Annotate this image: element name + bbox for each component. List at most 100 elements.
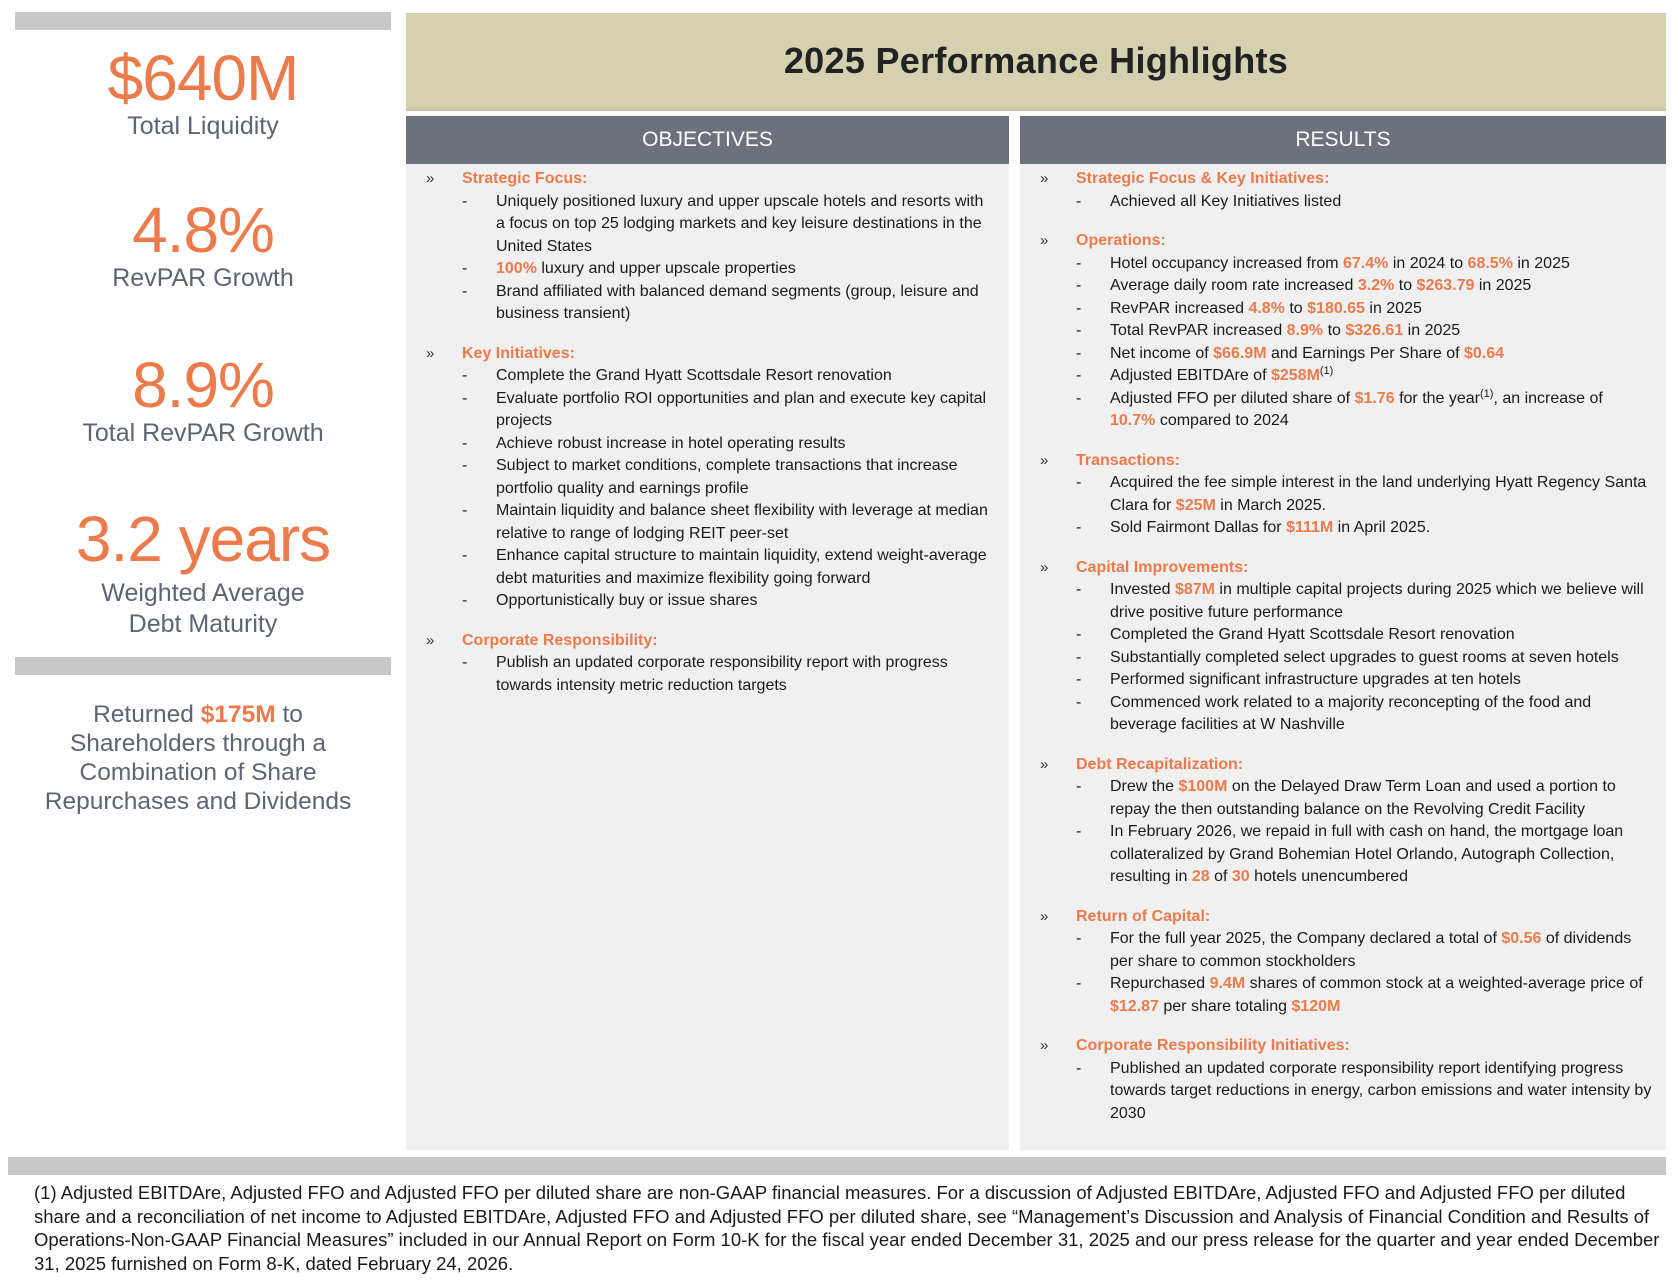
dash-icon: - [462, 192, 468, 210]
results-panel: » Strategic Focus & Key Initiatives: - Ach… [1020, 164, 1666, 1150]
chevron-icon: » [1040, 170, 1049, 187]
list-item: - RevPAR increased 4.8% to $180.65 in 202… [1020, 298, 1666, 321]
highlight-value: $0.56 [1501, 930, 1542, 947]
list-item: - Performed significant infrastructure up… [1020, 669, 1666, 692]
dash-icon: - [1076, 671, 1082, 688]
chevron-icon: » [1040, 755, 1049, 773]
list-item: - For the full year 2025, the Company dec… [1076, 930, 1632, 970]
page-title: 2025 Performance Highlights [783, 39, 1289, 81]
section-title: Return of Capital: [1076, 907, 1211, 925]
highlight-value: $263.79 [1416, 277, 1475, 294]
item-text: Maintain liquidity and balance sheet fle… [496, 502, 988, 542]
stat-value: $640M [107, 42, 300, 114]
dash-icon: - [1076, 474, 1082, 491]
results-header: RESULTS [1020, 116, 1666, 164]
objectives-panel: » Strategic Focus: - Uniquely positioned l… [406, 164, 1009, 1150]
objectives-header: OBJECTIVES [406, 116, 1009, 164]
footnote-ref: (1) [1319, 365, 1334, 377]
mid-left-divider [15, 657, 391, 675]
item-text: Opportunistically buy or issue shares [496, 592, 758, 609]
section-heading: » Return of Capital: [1020, 906, 1666, 929]
highlight-value: 30 [1231, 868, 1250, 885]
chevron-icon: » [426, 344, 435, 362]
results-debt-recapitalization: » Debt Recapitalization: - Drew the $100M … [1020, 754, 1666, 889]
item-text: Complete the Grand Hyatt Scottsdale Reso… [496, 367, 892, 384]
section-title: Strategic Focus & Key Initiatives: [1076, 170, 1330, 187]
section-title: Corporate Responsibility: [462, 631, 658, 649]
list-item: - Publish an updated corporate responsibi… [406, 652, 1009, 697]
item-text: Commenced work related to a majority rec… [1110, 693, 1592, 734]
chevron-icon: » [1040, 232, 1049, 249]
section-heading: » Strategic Focus: [406, 168, 1009, 191]
list-item: - Average daily room rate increased 3.2% … [1020, 275, 1666, 298]
chevron-icon: » [426, 631, 435, 649]
item-text: Achieve robust increase in hotel operati… [496, 434, 846, 452]
stat-total-revpar-growth: 8.9% Total RevPAR Growth [15, 353, 391, 448]
dash-icon: - [1076, 626, 1082, 643]
top-left-divider [15, 12, 391, 30]
section-heading: » Capital Improvements: [1020, 557, 1666, 580]
dash-icon: - [1076, 389, 1082, 407]
stat-debt-maturity: 3.2 years Weighted Average Debt Maturity [15, 507, 391, 639]
dash-icon: - [1076, 519, 1082, 536]
dash-icon: - [1076, 344, 1082, 362]
title-banner: 2025 Performance Highlights [406, 13, 1666, 111]
results-capital-improvements: » Capital Improvements: - Invested $87M in… [1020, 557, 1666, 737]
item-text: Brand affiliated with balanced demand se… [496, 282, 979, 323]
highlight-value: $120M [1291, 997, 1341, 1015]
section-heading: » Corporate Responsibility Initiatives: [1020, 1035, 1666, 1058]
item-text: Substantially completed select upgrades … [1110, 648, 1619, 666]
section-heading: » Transactions: [1020, 450, 1666, 473]
list-item: - Brand affiliated with balanced demand s… [406, 281, 1009, 326]
section-title: Corporate Responsibility Initiatives: [1076, 1037, 1350, 1054]
dash-icon: - [1076, 192, 1082, 210]
dash-icon: - [462, 282, 468, 300]
returned-text-tail: to Shareholders through a Combination of… [44, 701, 352, 815]
highlight-value: 9.4M [1209, 975, 1246, 992]
stat-total-liquidity: $640M Total Liquidity [15, 46, 391, 141]
highlight-value: $12.87 [1110, 997, 1159, 1015]
dash-icon: - [1076, 778, 1082, 795]
item-text: Evaluate portfolio ROI opportunities and… [496, 389, 987, 430]
list-item: - Substantially completed select upgrades… [1020, 647, 1666, 670]
list-item: - Sold Fairmont Dallas for $111M in April… [1020, 517, 1666, 540]
dash-icon: - [462, 260, 468, 277]
list-item: - Opportunistically buy or issue shares [406, 590, 1009, 613]
list-item: - Completed the Grand Hyatt Scottsdale Re… [1020, 624, 1666, 647]
list-item: - Acquired the fee simple interest in the… [1076, 474, 1647, 514]
highlight-value: 100% [496, 260, 537, 277]
dash-icon: - [1076, 254, 1082, 272]
list-item: - In February 2026, we repaid in full wit… [1076, 823, 1624, 885]
chevron-icon: » [1040, 558, 1049, 576]
objectives-key-initiatives: » Key Initiatives: - Complete the Grand Hy… [406, 343, 1009, 613]
dash-icon: - [1076, 823, 1082, 840]
footer-divider [8, 1157, 1666, 1175]
dash-icon: - [462, 367, 468, 384]
dash-icon: - [1076, 367, 1082, 384]
item-text: Achieved all Key Initiatives listed [1110, 192, 1342, 210]
list-item: - Published an updated corporate responsi… [1020, 1058, 1666, 1126]
dash-icon: - [1076, 975, 1082, 992]
results-transactions: » Transactions: - Acquired the fee simple … [1020, 450, 1666, 540]
list-item: - Adjusted FFO per diluted share of $1.76… [1076, 387, 1603, 429]
objectives-strategic-focus: » Strategic Focus: - Uniquely positioned l… [406, 168, 1009, 326]
section-heading: » Strategic Focus & Key Initiatives: [1020, 168, 1666, 191]
item-text: Enhance capital structure to maintain li… [496, 547, 987, 587]
list-item: - Achieved all Key Initiatives listed [1020, 191, 1666, 214]
section-heading: » Operations: [1020, 230, 1666, 253]
highlight-value: $25M [1175, 496, 1216, 514]
list-item: - Total RevPAR increased 8.9% to $326.61 … [1020, 320, 1666, 343]
objectives-corporate-responsibility: » Corporate Responsibility: - Publish an u… [406, 630, 1009, 698]
chevron-icon: » [1040, 907, 1049, 925]
section-heading: » Corporate Responsibility: [406, 630, 1009, 653]
stat-value: 8.9% [132, 349, 275, 421]
results-corporate-responsibility: » Corporate Responsibility Initiatives: -… [1020, 1035, 1666, 1125]
stat-label-line1: Weighted Average [101, 579, 305, 607]
dash-icon: - [462, 654, 468, 671]
dash-icon: - [1076, 277, 1082, 294]
dash-icon: - [462, 434, 468, 452]
stat-label: RevPAR Growth [112, 264, 294, 292]
dash-icon: - [1076, 322, 1082, 339]
results-strategic-focus: » Strategic Focus & Key Initiatives: - Ach… [1020, 168, 1666, 213]
results-operations: » Operations: - Hotel occupancy increased … [1020, 230, 1666, 433]
